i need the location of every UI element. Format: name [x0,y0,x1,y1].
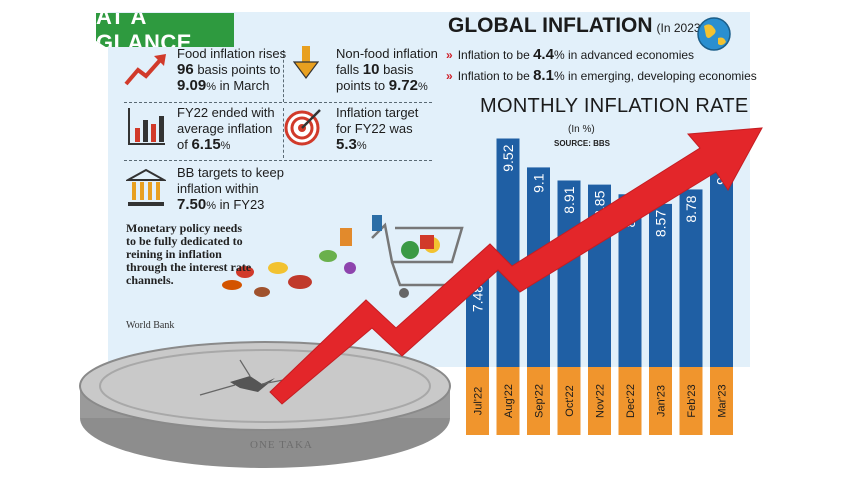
bar-chart-icon [128,108,165,145]
category-label: Nov'22 [595,384,607,418]
fact-fy22-average: FY22 ended with average inflation of 6.1… [177,105,275,153]
quote-source: World Bank [126,320,175,331]
category-label: Sep'22 [534,384,546,418]
category-label: Dec'22 [625,384,637,418]
category-label: Oct'22 [564,385,576,416]
chart-source: SOURCE: BBS [554,139,611,148]
category-box [618,367,642,435]
at-a-glance-tag: AT A GLANCE [96,13,234,47]
fact-fy23-target: BB targets to keep inflation within 7.50… [177,165,284,213]
category-box [588,367,611,435]
category-box [466,367,489,435]
category-box [557,367,581,435]
bar-value-label: 8.91 [561,186,577,213]
global-inflation-heading: GLOBAL INFLATION [448,14,653,37]
category-box [710,367,733,435]
bar-Feb'23 [679,189,703,367]
bar-Aug'22 [496,138,520,367]
bar-value-label: 8.57 [653,210,669,237]
bar-value-label: 8.78 [683,195,699,222]
target-icon [284,109,321,146]
category-label: Jan'23 [656,385,668,417]
trend-arrow [269,127,763,405]
arrow-down-icon [293,46,319,79]
globe-icon [697,17,731,51]
bar-Jul'22 [466,278,489,367]
fact-food-inflation: Food inflation rises 96 basis points to … [177,46,287,94]
fact-fy22-target: Inflation target for FY22 was 5.3% [336,105,419,153]
fact-nonfood-inflation: Non-food inflation falls 10 basis points… [336,46,438,94]
divider [124,160,432,161]
bar-Jan'23 [649,203,672,367]
grocery-cart-illustration [222,215,464,298]
category-label: Aug'22 [503,384,515,418]
world-bank-quote: Monetary policy needs to be fully dedica… [126,221,252,287]
bank-icon [126,168,166,206]
global-inflation-year: (In 2023) [656,21,705,35]
trend-up-icon [124,54,166,86]
chart-unit: (In %) [568,124,595,135]
bar-Mar'23 [710,151,733,367]
divider [283,50,284,102]
divider [124,102,432,103]
category-label: Mar'23 [717,384,729,417]
global-inflation-title: GLOBAL INFLATION (In 2023) [448,14,705,38]
coin-text: ONE TAKA [250,439,313,451]
category-box [649,367,672,435]
bar-value-label: 9.1 [531,173,547,193]
global-inflation-emerging: » Inflation to be 8.1% in emerging, devel… [446,67,757,84]
bar-Dec'22 [618,194,642,367]
divider [283,108,284,158]
category-label: Jul'22 [473,387,485,415]
category-label: Feb'23 [686,384,698,417]
coin-illustration [79,341,451,468]
global-inflation-advanced: » Inflation to be 4.4% in advanced econom… [446,46,695,63]
category-box [527,367,550,435]
chart-title: MONTHLY INFLATION RATE [480,95,749,117]
category-box [496,367,520,435]
bar-value-label: 9.52 [500,144,516,171]
category-box [679,367,703,435]
